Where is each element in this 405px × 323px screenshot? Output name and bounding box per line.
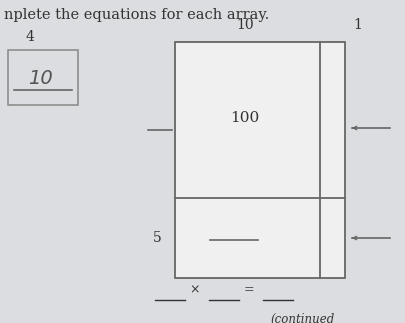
Text: 100: 100 (230, 111, 259, 125)
Text: nplete the equations for each array.: nplete the equations for each array. (4, 8, 269, 22)
Bar (175, 42, 344, 278)
Text: 10: 10 (28, 68, 53, 88)
Text: (continued: (continued (269, 313, 333, 323)
Text: 4: 4 (26, 30, 35, 44)
Text: 10: 10 (236, 18, 253, 32)
Text: ×: × (189, 283, 200, 296)
Text: 1: 1 (353, 18, 362, 32)
Bar (8, 50, 78, 105)
Text: =: = (243, 283, 254, 296)
Text: 5: 5 (153, 231, 162, 245)
